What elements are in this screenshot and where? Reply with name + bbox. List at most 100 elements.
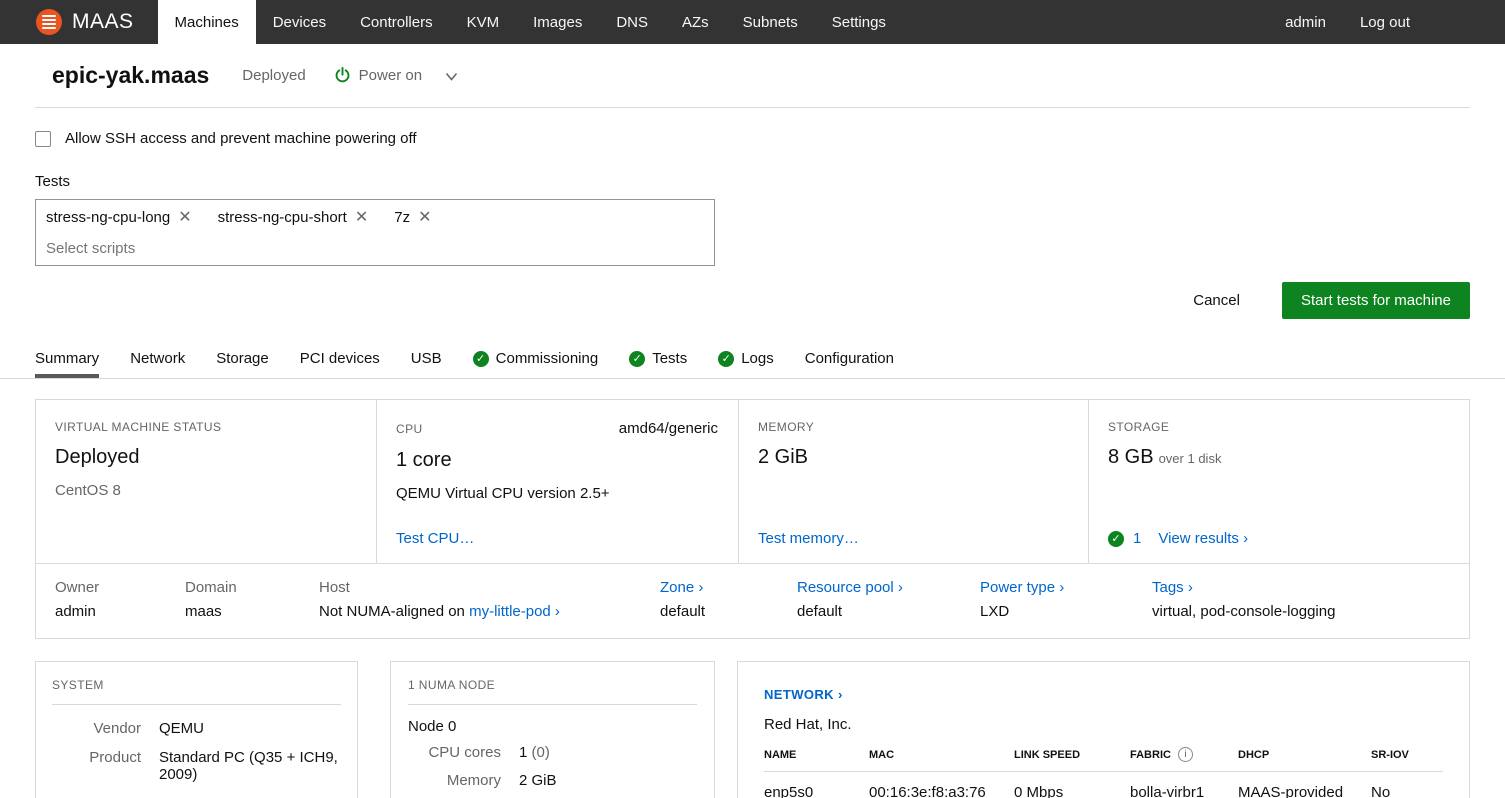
zone-link[interactable]: Zone › [660,579,704,596]
col-sriov: SR-IOV [1371,747,1443,772]
nav-item-controllers[interactable]: Controllers [360,13,433,31]
cpu-cores-label: CPU cores [428,744,501,761]
cpu-model: QEMU Virtual CPU version 2.5+ [396,485,610,502]
machine-status-panel: VIRTUAL MACHINE STATUS Deployed CentOS 8 [36,400,376,563]
nav-item-images[interactable]: Images [533,13,583,31]
panel-heading: MEMORY [758,420,815,434]
interface-row: enp5s0 00:16:3e:f8:a3:76 0 Mbps bolla-vi… [764,772,1443,798]
nav-item-settings[interactable]: Settings [831,13,886,31]
card-heading: 1 NUMA NODE [408,678,496,692]
logout-link[interactable]: Log out [1359,13,1410,31]
detail-power-type: Power type › LXD [980,579,1065,620]
ssh-access-label: Allow SSH access and prevent machine pow… [65,130,417,147]
machine-header: epic-yak.maas Deployed Power on [35,44,1470,108]
script-chip-label: 7z [394,209,411,226]
cpu-panel: CPU amd64/generic 1 core QEMU Virtual CP… [376,400,738,563]
cpu-arch: amd64/generic [618,420,718,437]
selected-scripts: stress-ng-cpu-long ✕ stress-ng-cpu-short… [46,209,704,226]
col-dhcp: DHCP [1238,747,1371,772]
tests-field-label: Tests [35,173,71,190]
nav-items: Machines Devices Controllers KVM Images … [157,0,903,44]
tab-configuration[interactable]: Configuration [804,350,894,367]
detail-owner: Owner admin [55,579,100,620]
nav-item-azs[interactable]: AZs [682,13,709,31]
cpu-cores-value: 1 core [396,449,452,471]
network-link[interactable]: NETWORK › [764,687,843,702]
detail-tags: Tags › virtual, pod-console-logging [1152,579,1336,620]
tab-storage[interactable]: Storage [216,350,269,367]
select-scripts-input[interactable] [46,240,704,257]
nav-item-devices[interactable]: Devices [272,13,327,31]
col-name: NAME [764,747,869,772]
ssh-access-row: Allow SSH access and prevent machine pow… [35,130,1470,147]
tab-logs[interactable]: ✓ Logs [718,341,774,378]
tab-commissioning[interactable]: ✓ Commissioning [472,341,598,378]
nav-right: admin Log out [1268,0,1505,44]
product-label: Product [89,749,141,766]
power-type-link[interactable]: Power type › [980,579,1065,596]
col-mac: MAC [869,747,1014,772]
system-card: SYSTEM Vendor QEMU Product Standard PC (… [35,661,358,798]
cancel-button[interactable]: Cancel [1193,292,1240,309]
tab-pci-devices[interactable]: PCI devices [299,350,380,367]
panel-heading: STORAGE [1108,420,1170,434]
script-chip-label: stress-ng-cpu-short [217,209,347,226]
nav-item-dns[interactable]: DNS [616,13,648,31]
maas-logo-link[interactable]: MAAS [0,0,158,44]
scripts-multiselect[interactable]: stress-ng-cpu-long ✕ stress-ng-cpu-short… [35,199,715,266]
memory-panel: MEMORY 2 GiB Test memory… [738,400,1088,563]
detail-domain: Domain maas [185,579,237,620]
power-icon [335,67,350,83]
script-chip: stress-ng-cpu-short ✕ [218,209,369,226]
product-value: Standard PC (Q35 + ICH9, 2009) [159,749,338,783]
panel-heading: VIRTUAL MACHINE STATUS [55,420,222,434]
remove-script-icon[interactable]: ✕ [178,208,192,226]
vendor-label: Vendor [93,720,141,737]
ssh-access-checkbox[interactable] [35,130,51,147]
vendor-value: QEMU [159,720,204,737]
tab-usb[interactable]: USB [410,350,442,367]
power-menu-button[interactable]: Power on [334,67,459,84]
panel-heading: CPU [396,422,423,436]
interface-sriov: No [1371,784,1391,798]
tags-link[interactable]: Tags › [1152,579,1193,596]
interface-name: enp5s0 [764,784,814,798]
tab-network[interactable]: Network [130,350,186,367]
test-memory-link[interactable]: Test memory… [758,530,859,547]
view-results-link[interactable]: View results › [1158,530,1249,547]
check-circle-icon: ✓ [629,350,646,367]
interface-dhcp: MAAS-provided [1238,784,1344,798]
tab-summary[interactable]: Summary [35,341,100,378]
remove-script-icon[interactable]: ✕ [354,208,369,226]
test-cpu-link[interactable]: Test CPU… [396,530,475,547]
start-tests-button[interactable]: Start tests for machine [1281,282,1470,319]
power-state-label: Power on [358,67,423,84]
tab-tests[interactable]: ✓ Tests [629,341,687,378]
card-heading: SYSTEM [52,678,104,692]
detail-host: Host Not NUMA-aligned on my-little-pod › [319,579,560,620]
numa-card: 1 NUMA NODE Node 0 CPU cores 1 (0) Memor… [390,661,715,798]
interface-fabric: bolla-virbr1 [1130,784,1205,798]
brand-name: MAAS [72,10,134,33]
detail-resource-pool: Resource pool › default [797,579,903,620]
remove-script-icon[interactable]: ✕ [418,208,432,226]
cpu-cores-value: 1 (0) [519,744,550,761]
interface-mac: 00:16:3e:f8:a3:76 [869,784,986,798]
script-chip: 7z ✕ [394,209,431,226]
nav-item-user[interactable]: admin [1285,13,1326,31]
interfaces-table: NAME MAC LINK SPEED FABRIC i DHCP SR-IOV… [764,747,1443,798]
check-circle-icon: ✓ [1108,530,1124,547]
info-icon[interactable]: i [1177,747,1193,762]
nav-item-kvm[interactable]: KVM [466,13,500,31]
memory-value: 2 GiB [758,446,809,468]
maas-logo-icon [36,9,62,35]
storage-panel: STORAGE 8 GB over 1 disk ✓ 1 View results… [1088,400,1469,563]
storage-value: 8 GB over 1 disk [1108,446,1222,468]
script-chip-label: stress-ng-cpu-long [46,209,171,226]
host-pod-link[interactable]: my-little-pod › [469,603,560,620]
nav-item-subnets[interactable]: Subnets [742,13,798,31]
chevron-down-icon[interactable] [444,70,459,82]
storage-pass-count: 1 [1133,530,1142,547]
nav-item-machines[interactable]: Machines [157,0,256,44]
resource-pool-link[interactable]: Resource pool › [797,579,903,596]
